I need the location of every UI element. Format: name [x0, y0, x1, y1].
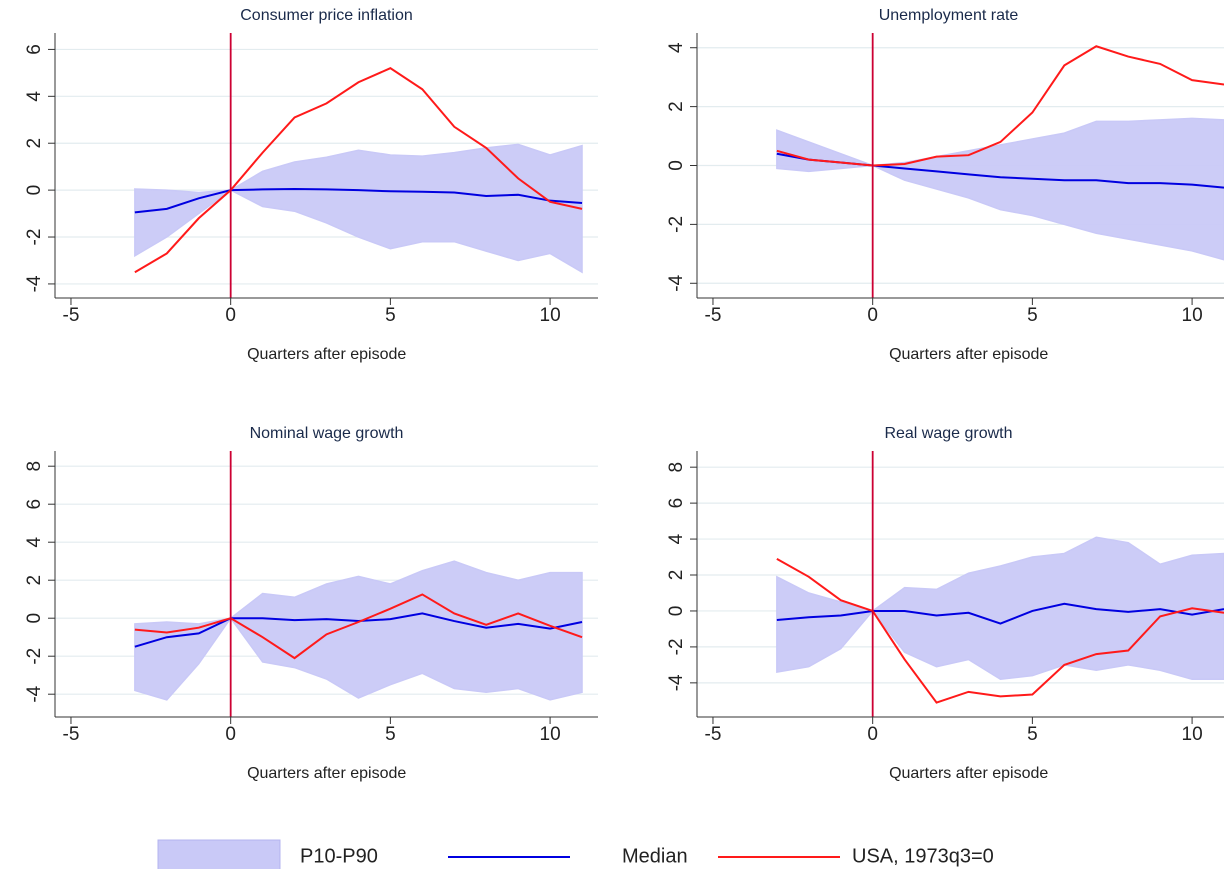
x-axis-label: Quarters after episode — [247, 765, 406, 782]
y-tick-label: -2 — [666, 216, 687, 233]
band-area — [776, 117, 1224, 261]
y-tick-label: 6 — [24, 499, 45, 510]
series-line — [776, 45, 1224, 167]
band-area — [134, 560, 583, 701]
x-tick-label: 5 — [385, 305, 396, 326]
x-tick-label: 10 — [1182, 724, 1203, 745]
x-axis-label: Quarters after episode — [889, 346, 1048, 363]
y-tick-label: 4 — [666, 42, 687, 53]
panel: Consumer price inflation -4 -2 0 2 4 6 -5 0 5 10 Qu… — [24, 7, 598, 363]
x-tick-label: 10 — [540, 305, 561, 326]
series-line — [776, 602, 1224, 625]
x-tick-label: -5 — [705, 305, 722, 326]
y-tick-label: 4 — [24, 536, 45, 547]
x-tick-label: -5 — [63, 305, 80, 326]
y-tick-label: 0 — [24, 185, 45, 196]
y-tick-label: 2 — [24, 575, 45, 586]
panel-title: Unemployment rate — [879, 7, 1019, 24]
y-tick-label: -4 — [666, 674, 687, 691]
x-tick-label: 0 — [867, 724, 878, 745]
x-tick-label: -5 — [705, 724, 722, 745]
y-tick-label: 8 — [24, 461, 45, 472]
series-line — [134, 67, 583, 274]
x-tick-label: 5 — [385, 724, 396, 745]
panel: Unemployment rate -4 -2 0 2 4 -5 0 5 10 Quarters a… — [666, 7, 1224, 363]
y-tick-label: 0 — [666, 160, 687, 171]
y-tick-label: 4 — [24, 91, 45, 102]
legend-label: P10-P90 — [300, 845, 378, 867]
legend-label: USA, 1973q3=0 — [852, 845, 994, 867]
panel-title: Real wage growth — [884, 425, 1012, 442]
x-tick-label: 0 — [867, 305, 878, 326]
series-line — [776, 557, 1224, 704]
x-tick-label: 10 — [540, 724, 561, 745]
x-tick-label: 5 — [1027, 724, 1038, 745]
y-tick-label: 6 — [666, 498, 687, 509]
y-tick-label: 2 — [24, 138, 45, 149]
y-tick-label: -2 — [666, 638, 687, 655]
band-area — [776, 536, 1224, 681]
y-tick-label: 4 — [666, 533, 687, 544]
panel-title: Consumer price inflation — [240, 7, 413, 24]
x-tick-label: 10 — [1182, 305, 1203, 326]
x-tick-label: 0 — [225, 724, 236, 745]
series-line — [134, 593, 583, 660]
x-axis-label: Quarters after episode — [889, 765, 1048, 782]
series-line — [134, 187, 583, 214]
panel: Nominal wage growth -4 -2 0 2 4 6 8 -5 0 5 10 Quarte… — [24, 425, 598, 782]
y-tick-label: -2 — [24, 229, 45, 246]
y-tick-label: 6 — [24, 44, 45, 55]
y-tick-label: 0 — [666, 606, 687, 617]
y-tick-label: 2 — [666, 570, 687, 581]
y-tick-label: 8 — [666, 462, 687, 473]
y-tick-label: -4 — [666, 274, 687, 291]
band-area — [134, 143, 583, 274]
y-tick-label: -4 — [24, 685, 45, 702]
legend-swatch — [157, 839, 281, 869]
y-tick-label: 0 — [24, 613, 45, 624]
panel: Real wage growth -4 -2 0 2 4 6 8 -5 0 5 10 Quarters … — [666, 425, 1224, 782]
x-tick-label: 5 — [1027, 305, 1038, 326]
panel-title: Nominal wage growth — [250, 425, 404, 442]
x-tick-label: -5 — [63, 724, 80, 745]
y-tick-label: -2 — [24, 648, 45, 665]
legend-label: Median — [622, 845, 688, 867]
y-tick-label: -4 — [24, 275, 45, 292]
y-tick-label: 2 — [666, 101, 687, 112]
x-axis-label: Quarters after episode — [247, 346, 406, 363]
x-tick-label: 0 — [225, 305, 236, 326]
